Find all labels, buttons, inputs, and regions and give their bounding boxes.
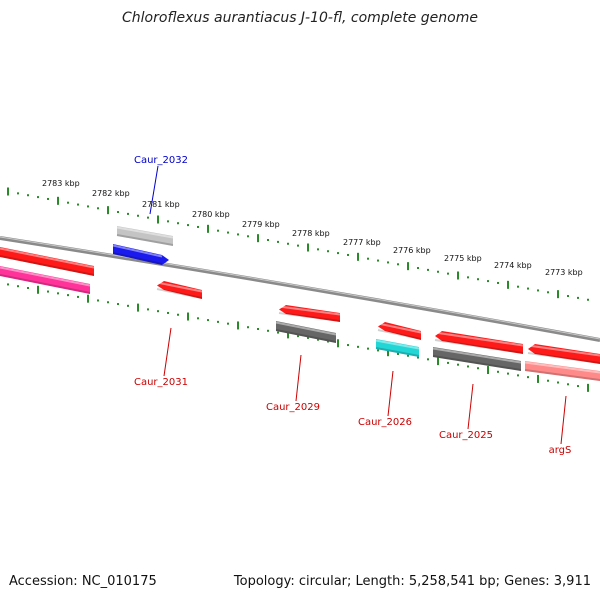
kbp-label: 2779 kbp [242,220,280,229]
kbp-label: 2777 kbp [343,238,381,247]
accession-text: Accession: NC_010175 [9,574,157,589]
gene-bar-red [377,322,422,340]
gene-bar-red [434,331,524,354]
kbp-label: 2774 kbp [494,261,532,270]
lower-tick-ruler [7,283,589,392]
gene-label-caur-2025[interactable]: Caur_2025 [439,430,493,441]
kbp-label: 2781 kbp [142,200,180,209]
gene-label-caur-2029[interactable]: Caur_2029 [266,402,320,413]
callout-line [149,165,159,215]
gene-bar-blue [112,244,169,265]
gene-label-caur-2026[interactable]: Caur_2026 [358,417,412,428]
gene-bar-gray [275,321,337,343]
gene-bar-gray [432,347,522,371]
gene-label-caur-2031[interactable]: Caur_2031 [134,377,188,388]
gene-bar-lightgray [116,226,174,246]
genome-title: Chloroflexus aurantiacus J-10-fl, comple… [122,10,478,26]
gene-bar-red [527,344,600,364]
kbp-label: 2775 kbp [444,254,482,263]
callout-line [467,383,474,430]
genome-backbone-highlight [0,236,600,340]
callout-line [295,354,302,402]
gene-features [0,226,600,381]
genome-backbone [0,236,600,342]
gene-label-args[interactable]: argS [549,445,572,456]
callout-line [163,327,172,377]
kbp-labels: 2783 kbp 2782 kbp 2781 kbp 2780 kbp 2779 kbp… [42,179,583,277]
kbp-label: 2773 kbp [545,268,583,277]
kbp-label: 2780 kbp [192,210,230,219]
gene-bar-red [156,281,203,299]
upper-tick-ruler [7,187,589,301]
kbp-label: 2778 kbp [292,229,330,238]
gene-bar-cyan [375,339,420,357]
callout-line [560,395,567,445]
gene-bar-red [0,247,95,276]
gene-label-caur-2032[interactable]: Caur_2032 [134,155,188,166]
kbp-label: 2782 kbp [92,189,130,198]
gene-bar-pink [0,266,91,294]
gene-bar-salmon [524,361,600,381]
kbp-label: 2776 kbp [393,246,431,255]
gene-bar-red [278,305,341,322]
kbp-label: 2783 kbp [42,179,80,188]
gene-callouts: Caur_2032 Caur_2031 Caur_2029 Caur_2026 Caur… [134,155,571,456]
callout-line [387,370,394,417]
genome-summary-text: Topology: circular; Length: 5,258,541 bp… [233,574,591,589]
